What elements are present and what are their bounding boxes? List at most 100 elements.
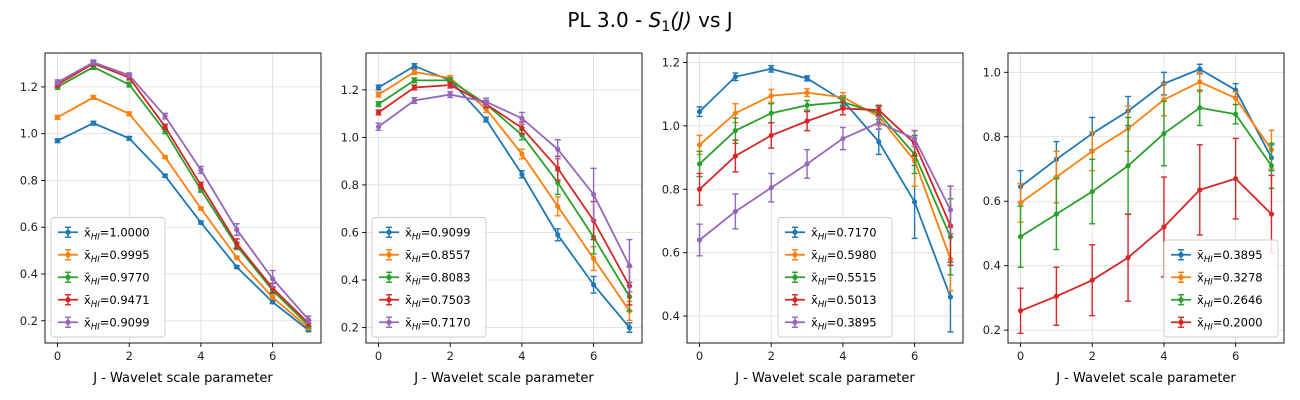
chart-panel-4: 0 2 4 6 0.2 0.4 0.6 0.8 1.0 J - Wavelet scale par… (983, 52, 1285, 386)
legend-item: x̄HI=0.3278 (1171, 270, 1263, 287)
legend-item: x̄HI=0.2000 (1171, 315, 1263, 332)
y-tick-label: 0.8 (20, 173, 38, 187)
data-point (555, 165, 561, 171)
data-point (162, 173, 168, 179)
data-point (555, 232, 561, 238)
data-point (840, 105, 846, 112)
data-point (54, 79, 61, 85)
data-point (732, 110, 738, 116)
y-tick-label: 0.4 (983, 259, 1001, 273)
data-point (804, 102, 810, 108)
data-point (234, 226, 240, 233)
legend-marker (792, 274, 798, 280)
series-line (57, 96, 310, 329)
chart-panel-2: 0 2 4 6 0.2 0.4 0.6 0.8 1.0 1.2 J - Wavelet scale … (341, 52, 643, 386)
legend: x̄HI=1.0000 x̄HI=0.9995 x̄HI=0.9770 x̄HI=0.… (50, 217, 166, 338)
data-point (375, 84, 382, 91)
data-point (1197, 105, 1203, 111)
data-point (912, 199, 918, 205)
data-point (555, 203, 561, 209)
data-point (1125, 255, 1131, 261)
legend-item: x̄HI=0.9770 (58, 270, 150, 287)
data-point (270, 276, 276, 282)
data-point (519, 171, 525, 177)
legend-item: x̄HI=0.8557 (379, 248, 471, 265)
data-point (840, 135, 846, 142)
series-5 (54, 59, 312, 324)
legend-item: x̄HI=0.9471 (58, 293, 150, 310)
data-point (768, 66, 774, 72)
data-point (1233, 176, 1239, 182)
series-line (698, 107, 952, 227)
data-point (804, 75, 810, 81)
legend-item: x̄HI=0.9099 (58, 315, 150, 332)
data-point (732, 153, 738, 159)
x-tick-label: 2 (126, 349, 133, 363)
data-point (90, 94, 96, 101)
plot-frame (686, 52, 964, 344)
legend-label: x̄HI=0.2646 (1197, 293, 1263, 310)
data-point (126, 111, 132, 117)
series-line (698, 101, 952, 238)
data-point (1017, 234, 1024, 240)
x-tick-label: 6 (269, 349, 276, 363)
data-point (768, 132, 774, 139)
legend-label: x̄HI=0.8083 (405, 270, 471, 287)
series-line (57, 66, 310, 327)
data-point (126, 135, 132, 141)
data-point (519, 151, 525, 157)
plot-frame (44, 52, 322, 344)
legend-marker (386, 252, 392, 258)
data-point (696, 237, 703, 243)
x-tick-label: 0 (1017, 349, 1024, 363)
y-tick-label: 0.6 (983, 194, 1001, 208)
data-point (126, 72, 132, 78)
plot-frame (1007, 52, 1285, 344)
data-point (768, 110, 774, 116)
legend-item: x̄HI=0.2646 (1171, 293, 1263, 310)
data-point (732, 208, 738, 215)
series-line (57, 61, 310, 321)
series-line (378, 84, 631, 287)
series-5 (696, 115, 954, 257)
legend-marker (65, 274, 71, 280)
legend-box (371, 217, 487, 338)
data-point (804, 90, 810, 96)
legend-label: x̄HI=0.7503 (405, 293, 471, 310)
chart-panel-1: 0 2 4 6 0.2 0.4 0.6 0.8 1.0 1.2 J - Wavelet scale … (20, 52, 322, 386)
data-point (1017, 308, 1024, 314)
data-point (411, 97, 417, 104)
legend-marker (65, 252, 71, 258)
legend-label: x̄HI=0.7170 (405, 315, 471, 332)
series-line (57, 62, 310, 324)
data-point (768, 93, 774, 99)
legend-item: x̄HI=0.9099 (379, 225, 471, 242)
legend-item: x̄HI=0.8083 (379, 270, 471, 287)
y-tick-label: 0.8 (983, 130, 1001, 144)
series-line (1020, 106, 1273, 238)
legend-marker (1178, 252, 1184, 258)
y-tick-label: 1.2 (341, 83, 359, 97)
legend-marker (792, 297, 798, 303)
data-point (162, 124, 168, 130)
series-line (378, 71, 631, 312)
x-tick-label: 2 (1089, 349, 1096, 363)
data-point (912, 135, 918, 142)
data-point (198, 182, 204, 188)
series-line (378, 79, 631, 298)
data-point (234, 255, 240, 261)
legend-label: x̄HI=1.0000 (84, 225, 150, 242)
legend-marker (65, 297, 71, 303)
legend-label: x̄HI=0.9099 (84, 315, 150, 332)
chart-panel-3: 0 2 4 6 0.4 0.6 0.8 1.0 1.2 J - Wavelet scale par… (662, 52, 964, 386)
x-axis-label: J - Wavelet scale parameter (92, 371, 273, 386)
x-tick-label: 6 (911, 349, 918, 363)
data-point (732, 74, 738, 80)
data-point (411, 84, 417, 91)
data-point (1053, 293, 1059, 299)
x-tick-label: 4 (1160, 349, 1167, 363)
legend-box (50, 217, 166, 338)
legend-label: x̄HI=0.5980 (811, 248, 877, 265)
legend-label: x̄HI=0.9770 (84, 270, 150, 287)
data-point (591, 256, 597, 262)
